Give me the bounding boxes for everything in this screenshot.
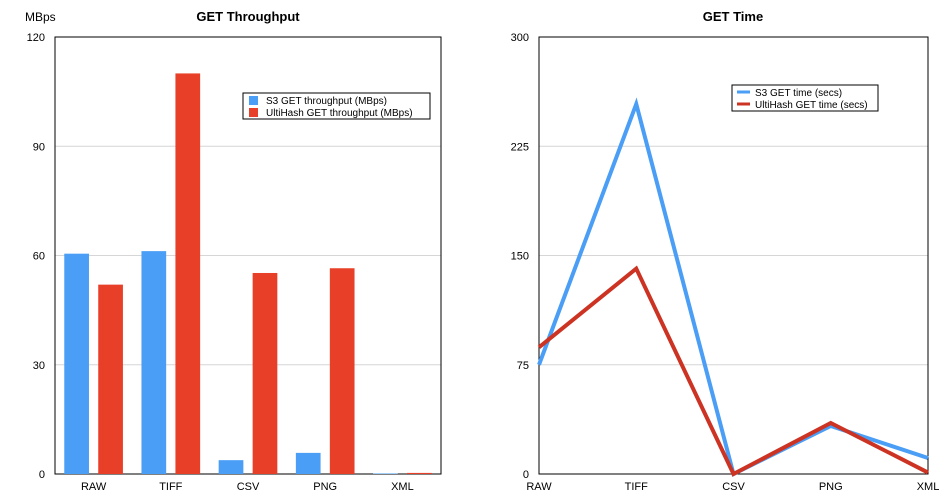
bar-s3-png [295, 452, 321, 474]
bar-s3-tiff [141, 251, 167, 474]
y-tick-label: 0 [39, 469, 45, 481]
series-line-s3 [537, 97, 929, 477]
y-tick-label: 90 [33, 141, 45, 153]
chart-title: GET Throughput [196, 9, 300, 24]
series-line-ultihash [537, 265, 929, 477]
x-tick-label: CSV [237, 481, 260, 493]
bar-s3-xml [373, 473, 398, 474]
legend-label: S3 GET time (secs) [755, 88, 842, 99]
y-tick-label: 75 [517, 360, 529, 372]
y-tick-label: 60 [33, 251, 45, 263]
y-tick-label: 120 [27, 32, 45, 44]
bar-ultihash-raw [98, 284, 123, 474]
x-tick-label: TIFF [159, 481, 182, 493]
y-tick-label: 150 [511, 251, 529, 263]
bar-ultihash-png [329, 268, 355, 474]
chart-get-time: GET Time 0 75 150 225 300 RAW TIFF CSV PNG XML S3 G… [511, 9, 940, 493]
legend-swatch [249, 108, 258, 117]
legend: S3 GET throughput (MBps)UltiHash GET thr… [242, 92, 431, 120]
legend-box [242, 92, 431, 120]
y-tick-label: 225 [511, 141, 529, 153]
bar-s3-raw [64, 253, 89, 474]
bar-ultihash-csv [252, 272, 278, 474]
x-tick-label: CSV [722, 481, 745, 493]
plot-frame [54, 36, 442, 475]
y-axis-label: MBps [25, 10, 56, 24]
legend-swatch [249, 96, 258, 105]
x-tick-label: PNG [313, 481, 337, 493]
bar-ultihash-tiff [175, 73, 201, 475]
x-tick-label: RAW [81, 481, 107, 493]
y-tick-label: 300 [511, 32, 529, 44]
legend-box [731, 84, 879, 112]
legend-label: S3 GET throughput (MBps) [266, 96, 387, 107]
bar-ultihash-xml [407, 472, 432, 474]
x-tick-label: PNG [819, 481, 843, 493]
x-tick-label: XML [917, 481, 940, 493]
y-tick-label: 0 [523, 469, 529, 481]
chart-get-throughput: GET Throughput MBps 0 30 60 90 120 RAW TIFF CSV PN… [25, 9, 442, 493]
legend-label: UltiHash GET throughput (MBps) [266, 108, 413, 119]
x-tick-label: RAW [526, 481, 552, 493]
x-tick-label: XML [391, 481, 414, 493]
y-tick-label: 30 [33, 360, 45, 372]
legend-label: UltiHash GET time (secs) [755, 100, 868, 111]
x-tick-label: TIFF [625, 481, 648, 493]
bar-s3-csv [218, 460, 244, 474]
chart-title: GET Time [703, 9, 763, 24]
legend: S3 GET time (secs)UltiHash GET time (sec… [731, 84, 879, 112]
